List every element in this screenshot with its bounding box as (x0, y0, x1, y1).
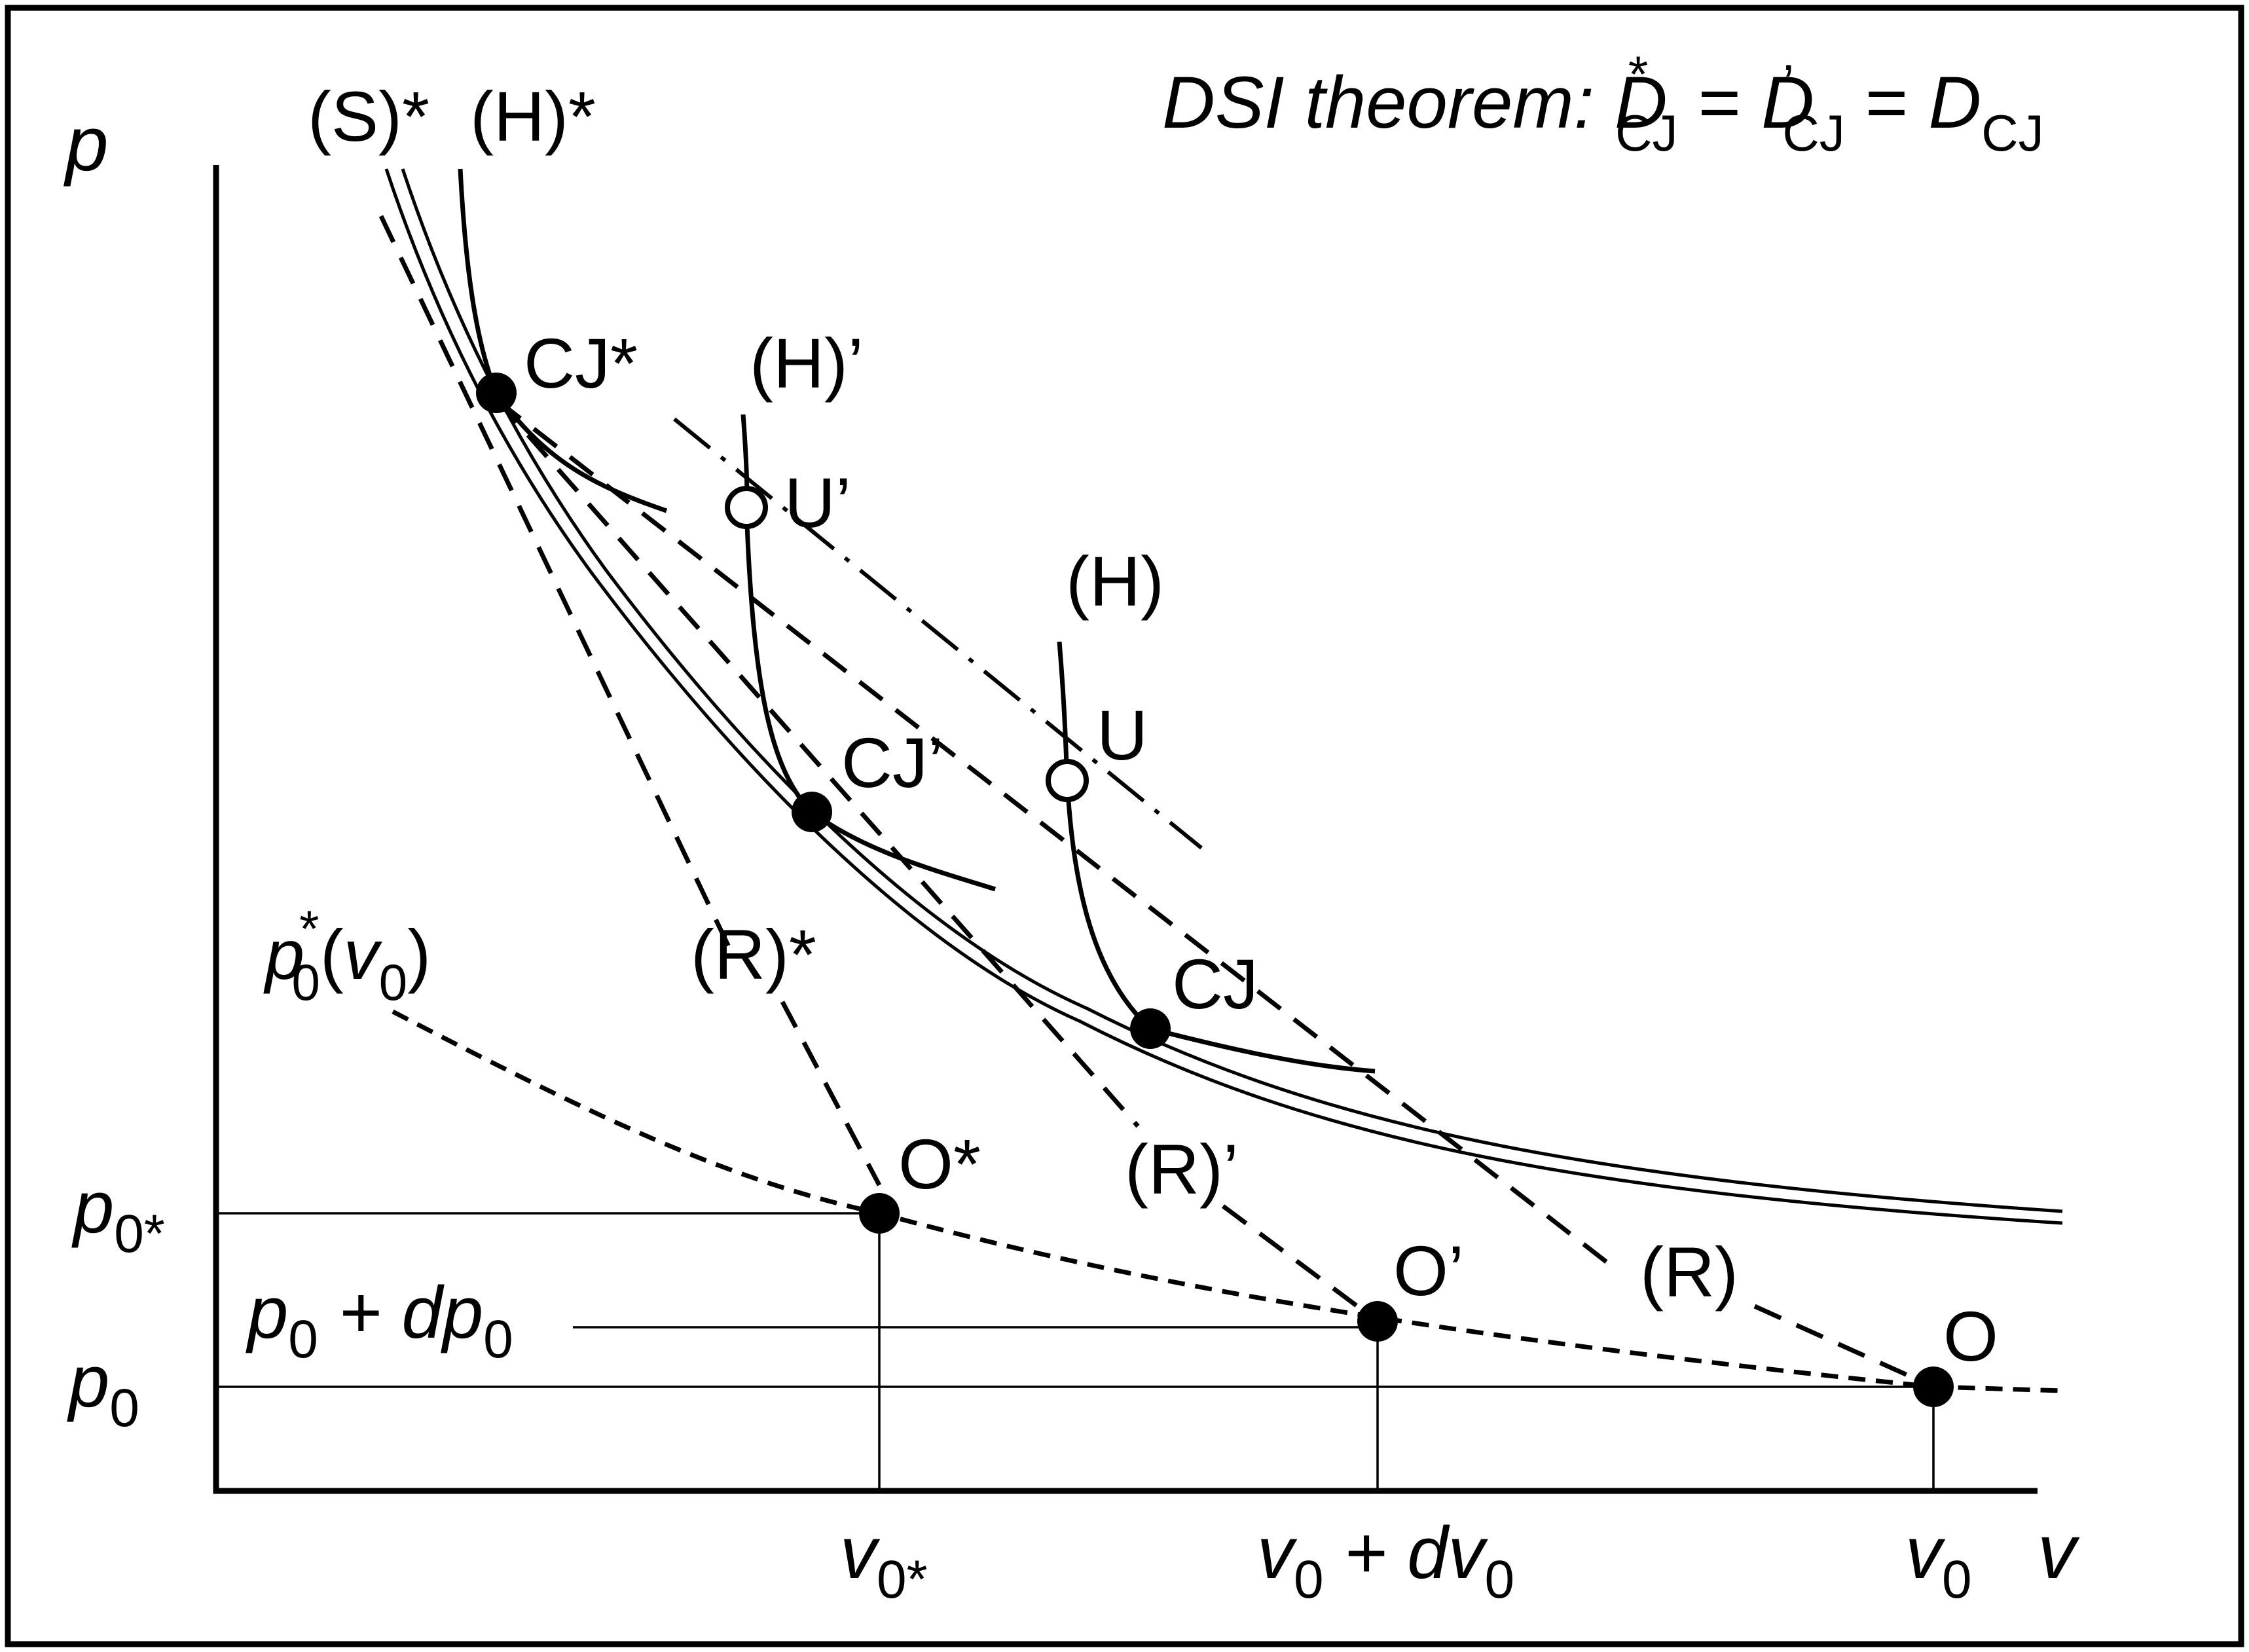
r-prime-label: (R)’ (1125, 1129, 1239, 1209)
hugoniot-curves (458, 168, 1376, 1074)
cj-prime-label: CJ’ (841, 723, 943, 802)
filled-points (476, 373, 1954, 1407)
axes (213, 165, 2038, 1494)
r-line (496, 399, 1935, 1389)
o-prime-label: O’ (1393, 1231, 1464, 1310)
v0-dv0-tick-label: v0 + dv0 (1257, 1512, 1514, 1609)
o-prime-point (1357, 1301, 1398, 1342)
p0-tick-label: p0 (67, 1340, 139, 1438)
o-label: O (1943, 1296, 1998, 1376)
r-star-label: (R)* (691, 915, 816, 994)
x-axis-label: v (2038, 1509, 2080, 1595)
initial-state-locus (392, 1009, 2063, 1393)
cj-prime-point (792, 792, 832, 832)
h-curve (1057, 641, 1376, 1074)
u-prime-label: U’ (784, 463, 851, 542)
h-prime-label: (H)’ (750, 323, 864, 403)
p0-dp0-tick-label: p0 + dp0 (246, 1272, 513, 1369)
rayleigh-lines (378, 215, 1935, 1389)
s-star-curve (384, 168, 2063, 1225)
cj-star-point (476, 373, 517, 413)
r-label: (R) (1640, 1232, 1738, 1312)
h-label: (H) (1066, 541, 1164, 621)
r-star-line (378, 215, 882, 1186)
u-prime-point (725, 486, 768, 529)
r-prime-line (496, 399, 1380, 1323)
o-star-label: O* (898, 1124, 981, 1203)
u-label: U (1097, 695, 1148, 775)
cj-label: CJ (1172, 944, 1258, 1023)
o-point (1913, 1367, 1954, 1407)
u-point (1046, 759, 1089, 802)
dash-dot-line (673, 417, 1203, 850)
p0-star-tick-label: p0* (71, 1166, 165, 1264)
h-prime-curve (741, 414, 997, 892)
open-points (725, 486, 1089, 802)
y-axis-label: p (64, 101, 109, 187)
cj-point (1130, 1008, 1171, 1049)
v0-star-tick-label: v0* (840, 1512, 928, 1609)
theorem-title: DSI theorem: D* CJ = D’ CJ = DCJ (1162, 45, 2044, 162)
cj-star-label: CJ* (524, 323, 638, 403)
figure-frame (5, 5, 2244, 1647)
o-star-point (859, 1193, 900, 1234)
s-star-label: (S)* (308, 77, 430, 156)
v0-tick-label: v0 (1905, 1512, 1972, 1609)
initial-locus-label: p* 0(v0) (263, 900, 431, 1011)
h-star-label: (H)* (470, 77, 596, 156)
